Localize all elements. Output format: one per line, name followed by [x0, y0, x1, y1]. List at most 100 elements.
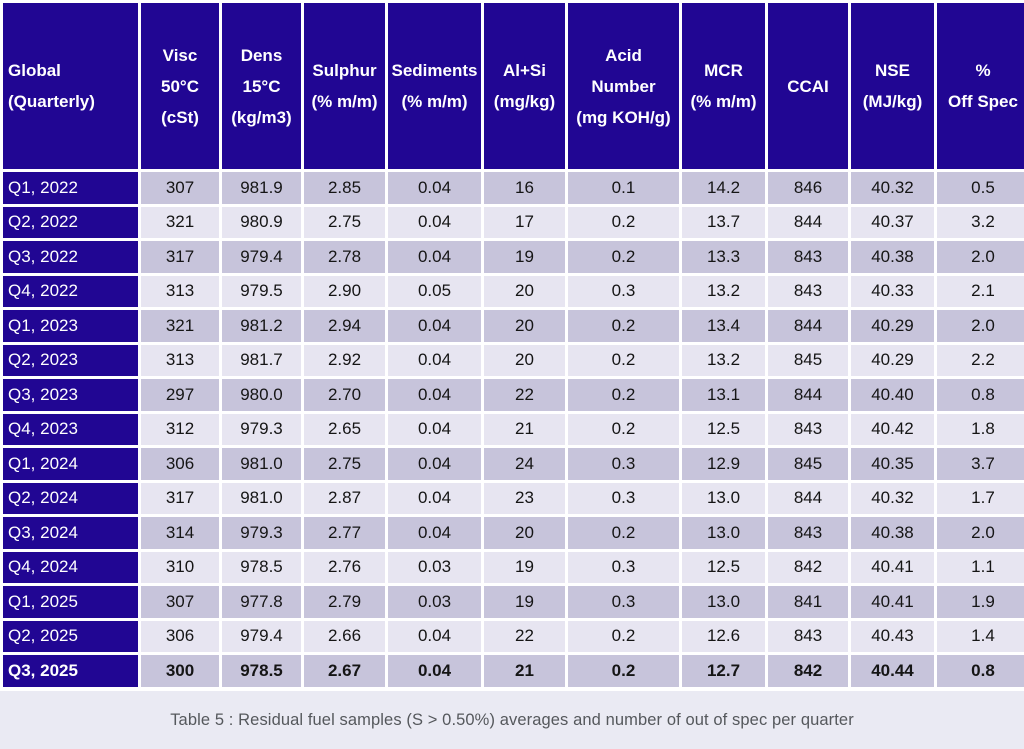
- table-cell: 2.78: [304, 241, 385, 273]
- row-label: Q2, 2023: [3, 344, 138, 376]
- table-cell: 317: [141, 482, 219, 514]
- table-cell: 2.67: [304, 655, 385, 687]
- table-cell: 314: [141, 517, 219, 549]
- column-header: Acid Number (mg KOH/g): [568, 3, 679, 169]
- row-label: Q3, 2023: [3, 379, 138, 411]
- table-cell: 844: [768, 482, 848, 514]
- table-cell: 843: [768, 413, 848, 445]
- row-label: Q4, 2024: [3, 551, 138, 583]
- table-cell: 0.04: [388, 482, 481, 514]
- table-cell: 313: [141, 275, 219, 307]
- table-cell: 979.3: [222, 413, 301, 445]
- table-row: Q1, 2024 306 981.0 2.75 0.04 24 0.3 12.9 845 40.3…: [3, 448, 1024, 480]
- row-label: Q2, 2024: [3, 482, 138, 514]
- table-cell: 844: [768, 310, 848, 342]
- table-cell: 842: [768, 655, 848, 687]
- table-cell: 0.03: [388, 586, 481, 618]
- table-cell: 22: [484, 379, 565, 411]
- table-cell: 981.9: [222, 172, 301, 204]
- table-cell: 0.3: [568, 551, 679, 583]
- table-cell: 842: [768, 551, 848, 583]
- table-cell: 40.43: [851, 620, 934, 652]
- table-cell: 20: [484, 344, 565, 376]
- row-label: Q1, 2024: [3, 448, 138, 480]
- table-cell: 3.2: [937, 206, 1024, 238]
- table-cell: 40.33: [851, 275, 934, 307]
- table-cell: 0.04: [388, 172, 481, 204]
- table-cell: 40.29: [851, 344, 934, 376]
- table-cell: 40.38: [851, 241, 934, 273]
- table-row: Q4, 2023 312 979.3 2.65 0.04 21 0.2 12.5 843 40.4…: [3, 413, 1024, 445]
- table-cell: 841: [768, 586, 848, 618]
- table-row: Q2, 2025 306 979.4 2.66 0.04 22 0.2 12.6 843 40.4…: [3, 620, 1024, 652]
- table-cell: 20: [484, 275, 565, 307]
- table-cell: 0.3: [568, 448, 679, 480]
- table-row: Q2, 2023 313 981.7 2.92 0.04 20 0.2 13.2 845 40.2…: [3, 344, 1024, 376]
- table-cell: 13.0: [682, 586, 765, 618]
- table-cell: 40.38: [851, 517, 934, 549]
- column-header: Sulphur (% m/m): [304, 3, 385, 169]
- table-cell: 0.5: [937, 172, 1024, 204]
- table-cell: 2.66: [304, 620, 385, 652]
- table-cell: 13.2: [682, 344, 765, 376]
- column-header: MCR (% m/m): [682, 3, 765, 169]
- table-cell: 843: [768, 275, 848, 307]
- table-cell: 24: [484, 448, 565, 480]
- table-cell: 2.65: [304, 413, 385, 445]
- header-row: Global (Quarterly) Visc 50°C (cSt) Dens 15…: [3, 3, 1024, 169]
- table-cell: 0.8: [937, 655, 1024, 687]
- table-cell: 40.42: [851, 413, 934, 445]
- table-cell: 980.9: [222, 206, 301, 238]
- table-cell: 2.94: [304, 310, 385, 342]
- table-cell: 3.7: [937, 448, 1024, 480]
- table-row: Q3, 2024 314 979.3 2.77 0.04 20 0.2 13.0 843 40.3…: [3, 517, 1024, 549]
- table-cell: 13.0: [682, 482, 765, 514]
- table-row: Q1, 2022 307 981.9 2.85 0.04 16 0.1 14.2 846 40.3…: [3, 172, 1024, 204]
- table-cell: 12.9: [682, 448, 765, 480]
- table-cell: 1.7: [937, 482, 1024, 514]
- column-header: Dens 15°C (kg/m3): [222, 3, 301, 169]
- column-header: NSE (MJ/kg): [851, 3, 934, 169]
- table-cell: 20: [484, 517, 565, 549]
- table-cell: 40.32: [851, 482, 934, 514]
- table-cell: 977.8: [222, 586, 301, 618]
- table-row: Q1, 2023 321 981.2 2.94 0.04 20 0.2 13.4 844 40.2…: [3, 310, 1024, 342]
- table-cell: 2.87: [304, 482, 385, 514]
- table-cell: 2.76: [304, 551, 385, 583]
- table-row: Q4, 2022 313 979.5 2.90 0.05 20 0.3 13.2 843 40.3…: [3, 275, 1024, 307]
- table-cell: 981.7: [222, 344, 301, 376]
- row-label: Q4, 2022: [3, 275, 138, 307]
- table-cell: 2.70: [304, 379, 385, 411]
- table-cell: 0.3: [568, 586, 679, 618]
- table-cell: 14.2: [682, 172, 765, 204]
- table-cell: 307: [141, 172, 219, 204]
- table-cell: 19: [484, 551, 565, 583]
- table-cell: 979.3: [222, 517, 301, 549]
- table-cell: 19: [484, 586, 565, 618]
- table-header: Global (Quarterly) Visc 50°C (cSt) Dens 15…: [3, 3, 1024, 169]
- table-cell: 845: [768, 448, 848, 480]
- table-cell: 312: [141, 413, 219, 445]
- table-caption: Table 5 : Residual fuel samples (S > 0.5…: [170, 710, 854, 729]
- table-cell: 313: [141, 344, 219, 376]
- table-cell: 13.3: [682, 241, 765, 273]
- table-row: Q2, 2022 321 980.9 2.75 0.04 17 0.2 13.7 844 40.3…: [3, 206, 1024, 238]
- column-header: Sediments (% m/m): [388, 3, 481, 169]
- table-cell: 1.4: [937, 620, 1024, 652]
- table-cell: 321: [141, 206, 219, 238]
- table-cell: 2.0: [937, 310, 1024, 342]
- row-label: Q4, 2023: [3, 413, 138, 445]
- table-cell: 0.2: [568, 206, 679, 238]
- table-cell: 2.85: [304, 172, 385, 204]
- table-cell: 981.2: [222, 310, 301, 342]
- table-cell: 0.3: [568, 482, 679, 514]
- table-cell: 20: [484, 310, 565, 342]
- table-cell: 0.04: [388, 655, 481, 687]
- column-header: Global (Quarterly): [3, 3, 138, 169]
- table-cell: 0.2: [568, 620, 679, 652]
- row-label: Q1, 2023: [3, 310, 138, 342]
- table-cell: 980.0: [222, 379, 301, 411]
- table-cell: 310: [141, 551, 219, 583]
- table-cell: 978.5: [222, 655, 301, 687]
